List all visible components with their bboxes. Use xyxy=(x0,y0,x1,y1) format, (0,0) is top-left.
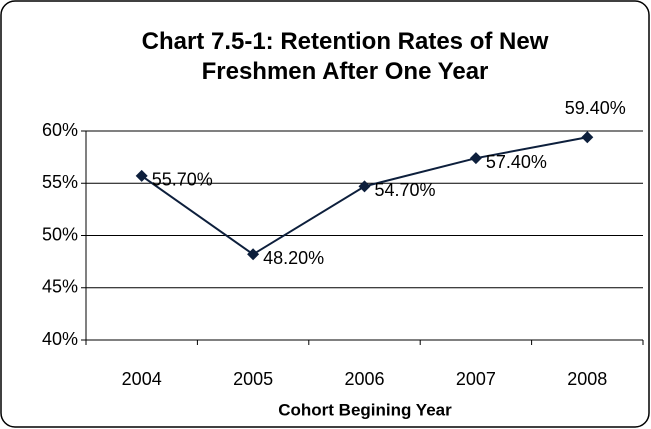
marker xyxy=(358,180,371,193)
x-axis-label: Cohort Begining Year xyxy=(278,400,452,419)
x-tick-label: 2005 xyxy=(233,369,273,389)
y-tick-label: 45% xyxy=(42,277,78,297)
chart-title: Chart 7.5-1: Retention Rates of New Fres… xyxy=(141,28,549,85)
marker xyxy=(581,131,594,144)
marker xyxy=(135,169,148,182)
y-tick-label: 50% xyxy=(42,224,78,244)
y-tick-label: 60% xyxy=(42,120,78,140)
data-label: 59.40% xyxy=(565,98,626,118)
y-tick-label: 40% xyxy=(42,329,78,349)
data-label: 48.20% xyxy=(263,248,324,268)
x-tick-label: 2004 xyxy=(122,369,162,389)
data-label: 54.70% xyxy=(375,180,436,200)
x-tick-label: 2007 xyxy=(456,369,496,389)
data-label: 55.70% xyxy=(152,170,213,190)
y-tick-label: 55% xyxy=(42,172,78,192)
marker xyxy=(469,152,482,165)
marker xyxy=(247,248,260,261)
x-tick-label: 2008 xyxy=(567,369,607,389)
data-label: 57.40% xyxy=(486,152,547,172)
x-tick-label: 2006 xyxy=(344,369,384,389)
